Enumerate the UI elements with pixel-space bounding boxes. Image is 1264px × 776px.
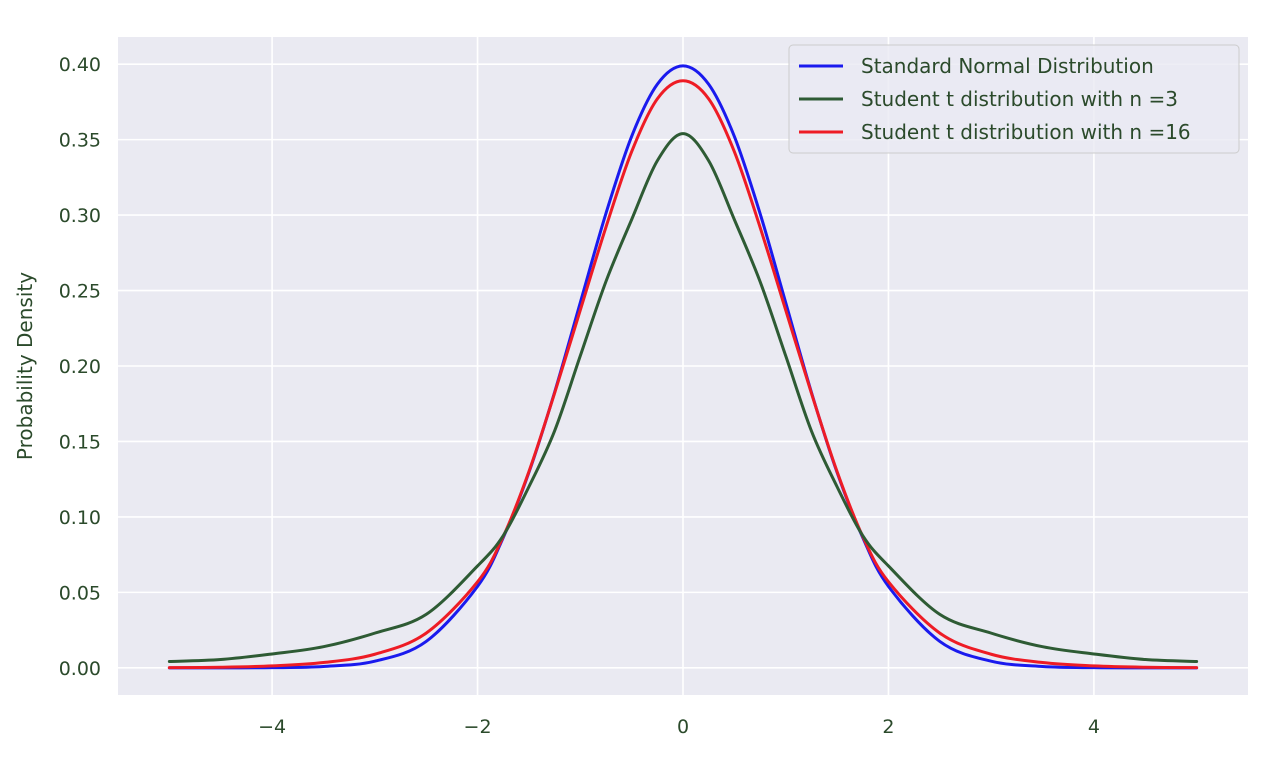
series-group xyxy=(167,64,1199,670)
legend-box xyxy=(788,44,1240,154)
y-axis: 0.00 0.05 0.10 0.15 0.20 0.25 0.30 0.35 0.40 xyxy=(59,54,101,680)
y-tick-label: 0.35 xyxy=(59,130,101,152)
y-tick-label: 0.05 xyxy=(59,582,101,604)
x-tick-label: 2 xyxy=(882,716,894,738)
y-tick-label: 0.15 xyxy=(59,431,101,453)
x-tick-label: 0 xyxy=(677,716,689,738)
x-tick-label: −2 xyxy=(464,716,492,738)
y-tick-label: 0.10 xyxy=(59,507,101,529)
series-line-3 xyxy=(167,79,1199,670)
grid xyxy=(118,37,1248,695)
legend-label: Standard Normal Distribution xyxy=(861,54,1154,78)
series-line-1 xyxy=(167,64,1199,670)
x-axis: −4 −2 0 2 4 xyxy=(258,716,1100,738)
y-axis-label: Probability Density xyxy=(13,272,37,460)
legend-label: Student t distribution with n =16 xyxy=(861,120,1191,144)
series-line-2 xyxy=(167,132,1199,663)
y-tick-label: 0.20 xyxy=(59,356,101,378)
y-tick-label: 0.00 xyxy=(59,658,101,680)
y-tick-label: 0.25 xyxy=(59,281,101,303)
y-tick-label: 0.30 xyxy=(59,205,101,227)
x-tick-label: 4 xyxy=(1088,716,1100,738)
y-tick-label: 0.40 xyxy=(59,54,101,76)
legend: Standard Normal Distribution Student t di… xyxy=(788,44,1240,154)
legend-label: Student t distribution with n =3 xyxy=(861,87,1178,111)
x-tick-label: −4 xyxy=(258,716,286,738)
